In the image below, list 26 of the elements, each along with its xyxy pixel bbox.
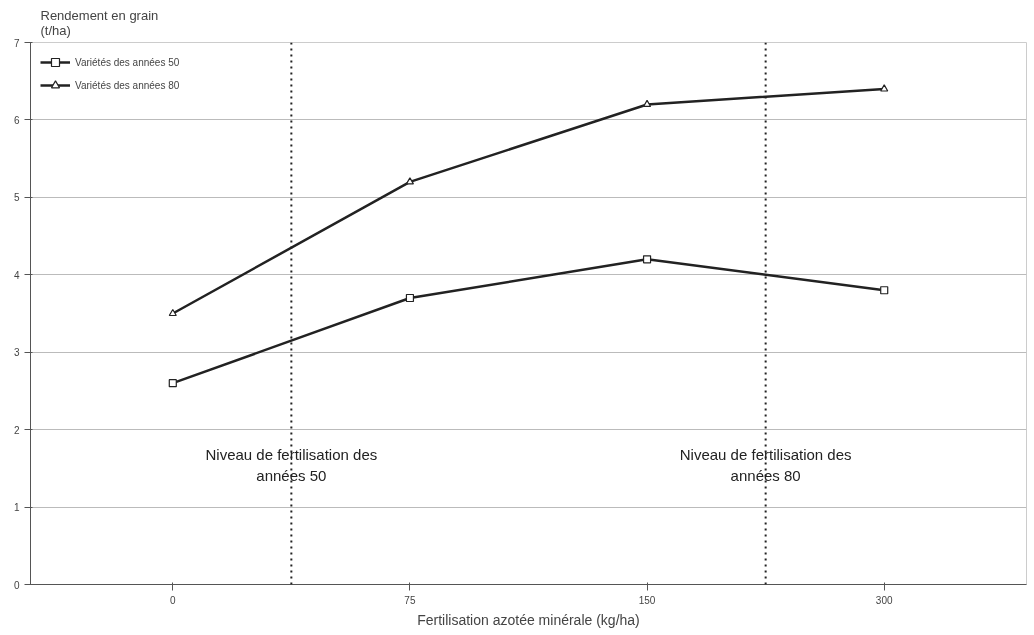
y-tick-label: 4 [13, 269, 20, 281]
point [642, 99, 652, 108]
legend-label: Variétés des années 80 [75, 79, 180, 91]
y-tick-label: 2 [13, 424, 20, 436]
y-tick-label: 6 [13, 114, 20, 126]
x-axis-title: Fertilisation azotée minérale (kg/ha) [417, 611, 640, 628]
x-tick-label: 0 [170, 594, 176, 606]
y-tick-label: 3 [13, 347, 20, 359]
point [880, 286, 889, 295]
x-tick-label: 300 [875, 594, 893, 606]
point [168, 308, 177, 317]
y-tick-label: 1 [13, 502, 20, 514]
y-tick-label: 5 [13, 192, 20, 204]
point [642, 255, 652, 264]
x-tick-label: 75 [404, 594, 416, 606]
point [168, 379, 177, 388]
y-tick-label: 7 [13, 37, 20, 49]
point [880, 84, 889, 92]
legend-label: Variétés des années 50 [75, 56, 180, 68]
x-tick-label: 150 [638, 594, 656, 606]
annotation: Niveau de fertilisation des années 50 [205, 446, 378, 484]
y-tick-label: 0 [13, 579, 20, 591]
annotation: Niveau de fertilisation des années 80 [679, 446, 852, 484]
point [405, 293, 415, 303]
y-axis-title: Rendement en grain (t/ha) [40, 7, 159, 38]
point [405, 177, 415, 185]
